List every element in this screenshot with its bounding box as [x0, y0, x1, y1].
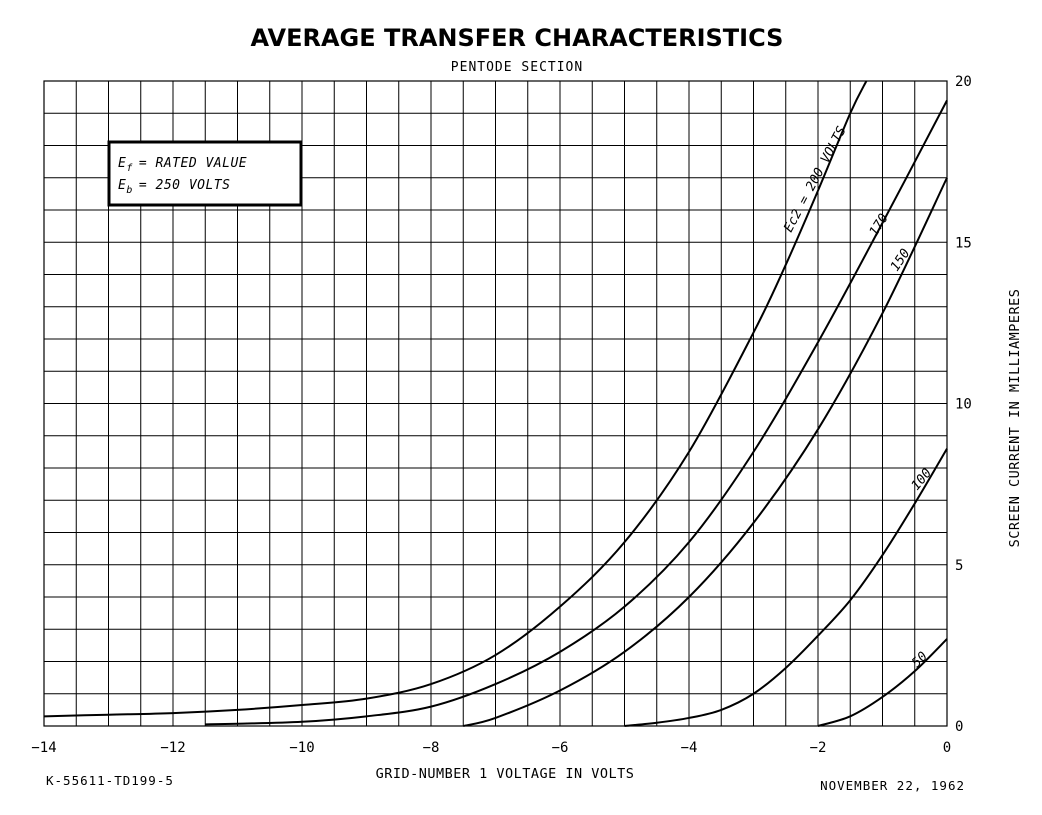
legend-line-ef: Ef = RATED VALUE	[118, 156, 247, 174]
legend-line-eb: Eb = 250 VOLTS	[118, 178, 230, 196]
y-tick-label: 5	[955, 558, 963, 574]
y-tick-label: 10	[955, 397, 972, 413]
y-tick-label: 20	[955, 74, 972, 90]
curve-label-100: 100	[909, 466, 936, 494]
y-tick-label: 0	[955, 719, 963, 735]
curves	[43, 80, 948, 727]
curve-label-170: 170	[867, 211, 892, 239]
y-axis-ticks: 0 5 10 15 20	[955, 74, 972, 735]
x-axis-label: GRID-NUMBER 1 VOLTAGE IN VOLTS	[376, 766, 635, 782]
chart-date: NOVEMBER 22, 1962	[820, 778, 965, 793]
x-tick-label: −8	[423, 740, 440, 756]
legend-ef-text: = RATED VALUE	[139, 156, 247, 171]
curve-ec2-50	[817, 638, 948, 727]
chart-subtitle: PENTODE SECTION	[451, 60, 583, 75]
x-tick-label: −12	[160, 740, 185, 756]
legend-ef-symbol: E	[118, 156, 126, 171]
curve-label-200: Ec2 = 200 VOLTS	[781, 124, 849, 235]
x-tick-label: −4	[681, 740, 698, 756]
curve-label-50: 50	[909, 649, 931, 671]
y-axis-label: SCREEN CURRENT IN MILLIAMPERES	[1007, 289, 1023, 548]
y-tick-label: 15	[955, 235, 972, 251]
curve-label-150: 150	[888, 246, 914, 274]
x-tick-label: −14	[31, 740, 56, 756]
curve-ec2-170	[205, 99, 948, 726]
x-tick-label: 0	[943, 740, 951, 756]
x-axis-ticks: −14 −12 −10 −8 −6 −4 −2 0	[31, 740, 951, 756]
curve-ec2-100	[624, 448, 948, 727]
curve-ec2-200	[43, 80, 868, 718]
legend-ef-subscript: f	[126, 163, 133, 174]
legend-eb-subscript: b	[126, 185, 133, 196]
x-tick-label: −2	[810, 740, 827, 756]
x-tick-label: −10	[289, 740, 314, 756]
chart-title: AVERAGE TRANSFER CHARACTERISTICS	[251, 24, 784, 52]
legend-eb-text: = 250 VOLTS	[139, 178, 231, 193]
plot-frame	[43, 80, 948, 727]
conditions-legend: Ef = RATED VALUE Eb = 250 VOLTS	[107, 140, 303, 207]
legend-eb-symbol: E	[118, 178, 126, 193]
legend-box	[107, 140, 303, 207]
curve-ec2-150	[463, 177, 948, 727]
x-tick-label: −6	[552, 740, 569, 756]
drawing-number: K-55611-TD199-5	[46, 773, 174, 788]
